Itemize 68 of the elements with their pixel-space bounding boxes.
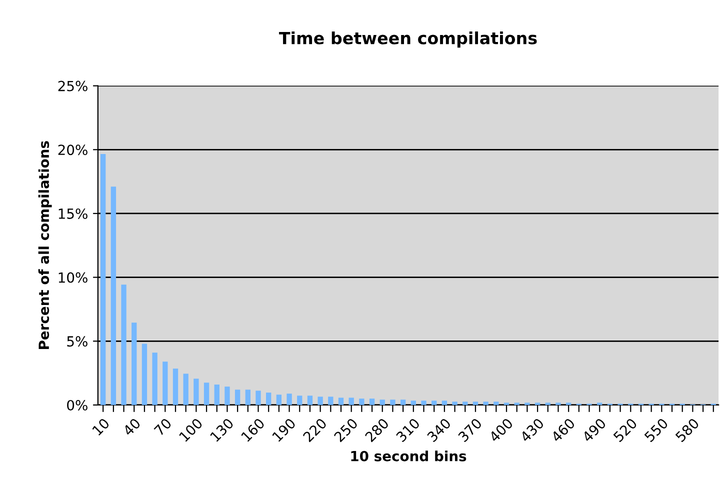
bar <box>297 396 302 405</box>
bar <box>110 186 116 405</box>
x-tick-label: 460 <box>550 418 576 443</box>
x-tick-label: 490 <box>582 418 607 443</box>
y-tick-label: 25% <box>58 80 88 92</box>
x-tick-label: 160 <box>240 418 266 442</box>
x-tick-label: 430 <box>519 418 544 443</box>
x-tick-label: 370 <box>458 418 482 442</box>
x-tick-label: 70 <box>154 418 172 436</box>
x-tick-label: 250 <box>333 418 358 442</box>
y-tick-label: 20% <box>58 144 88 156</box>
x-tick-label: 100 <box>178 418 204 442</box>
bar <box>442 400 448 405</box>
bar <box>276 394 282 405</box>
bar <box>286 394 292 405</box>
x-tick-label: 280 <box>364 418 390 442</box>
bar <box>483 402 488 405</box>
x-tick-label: 550 <box>644 418 669 442</box>
bar <box>256 390 261 405</box>
bar <box>494 402 499 405</box>
x-tick-label: 40 <box>122 418 142 436</box>
bar <box>462 402 468 405</box>
bar <box>245 390 250 405</box>
bar <box>307 396 313 405</box>
y-axis-title: Percent of all compilations <box>38 141 52 350</box>
bar <box>152 352 158 405</box>
x-tick-label: 340 <box>426 418 452 442</box>
bar <box>421 400 426 405</box>
y-tick-label: 10% <box>58 272 88 283</box>
y-tick-label: 15% <box>58 208 88 219</box>
bar <box>214 384 220 405</box>
bar <box>121 284 126 405</box>
bar <box>380 400 385 405</box>
bar <box>432 400 437 405</box>
bar <box>100 154 106 405</box>
bar <box>472 402 478 405</box>
bar <box>204 382 210 405</box>
bar <box>142 344 148 405</box>
y-tick-label: 0% <box>67 400 88 410</box>
bar <box>266 392 272 405</box>
x-tick-label: 190 <box>272 418 296 442</box>
bar <box>318 396 323 405</box>
bar <box>224 386 230 405</box>
x-tick-label: 520 <box>612 418 638 442</box>
bar <box>369 398 375 405</box>
bar <box>234 390 240 405</box>
bar <box>390 400 396 405</box>
bar <box>194 378 199 405</box>
bar <box>348 398 354 405</box>
x-tick-label: 130 <box>210 418 234 442</box>
chart-title: Time between compilations <box>278 31 537 48</box>
x-tick-label: 580 <box>674 418 700 442</box>
x-tick-label: 10 <box>92 418 110 436</box>
bar <box>172 368 178 405</box>
x-tick-label: 400 <box>488 418 514 443</box>
x-tick-label: 310 <box>396 418 420 442</box>
bar <box>338 398 344 405</box>
bar <box>132 322 137 405</box>
x-axis-title: 10 second bins <box>351 450 466 462</box>
bar <box>400 400 406 405</box>
bar <box>452 402 458 405</box>
y-tick-label: 5% <box>67 336 88 347</box>
x-tick-label: 220 <box>302 418 328 442</box>
bar <box>183 374 188 405</box>
bar <box>162 362 168 405</box>
bar <box>410 400 416 405</box>
bar <box>359 398 364 405</box>
bar <box>328 396 334 405</box>
